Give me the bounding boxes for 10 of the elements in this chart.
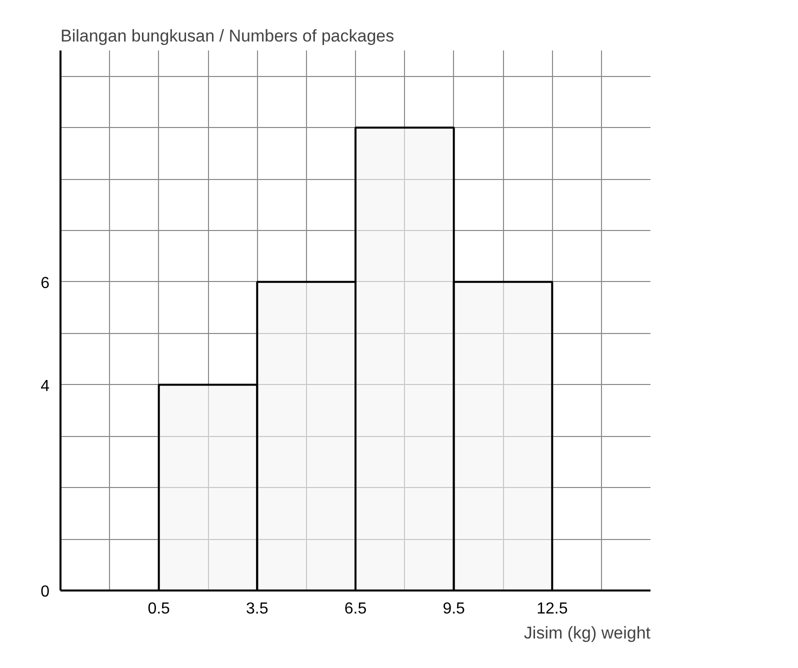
y-axis-title: Bilangan bungkusan / Numbers of packages [60, 26, 394, 46]
x-tick-label: 9.5 [442, 600, 466, 618]
x-tick-label: 6.5 [344, 600, 367, 618]
y-tick-label: 0 [40, 584, 50, 600]
x-axis-title: Jisim (kg) weight [524, 624, 651, 642]
x-tick-label: 0.5 [148, 600, 170, 618]
y-tick-label: 6 [40, 274, 50, 292]
x-tick-label: 3.5 [246, 600, 268, 618]
x-tick-label: 12.5 [536, 600, 568, 618]
y-tick-label: 4 [40, 378, 50, 395]
